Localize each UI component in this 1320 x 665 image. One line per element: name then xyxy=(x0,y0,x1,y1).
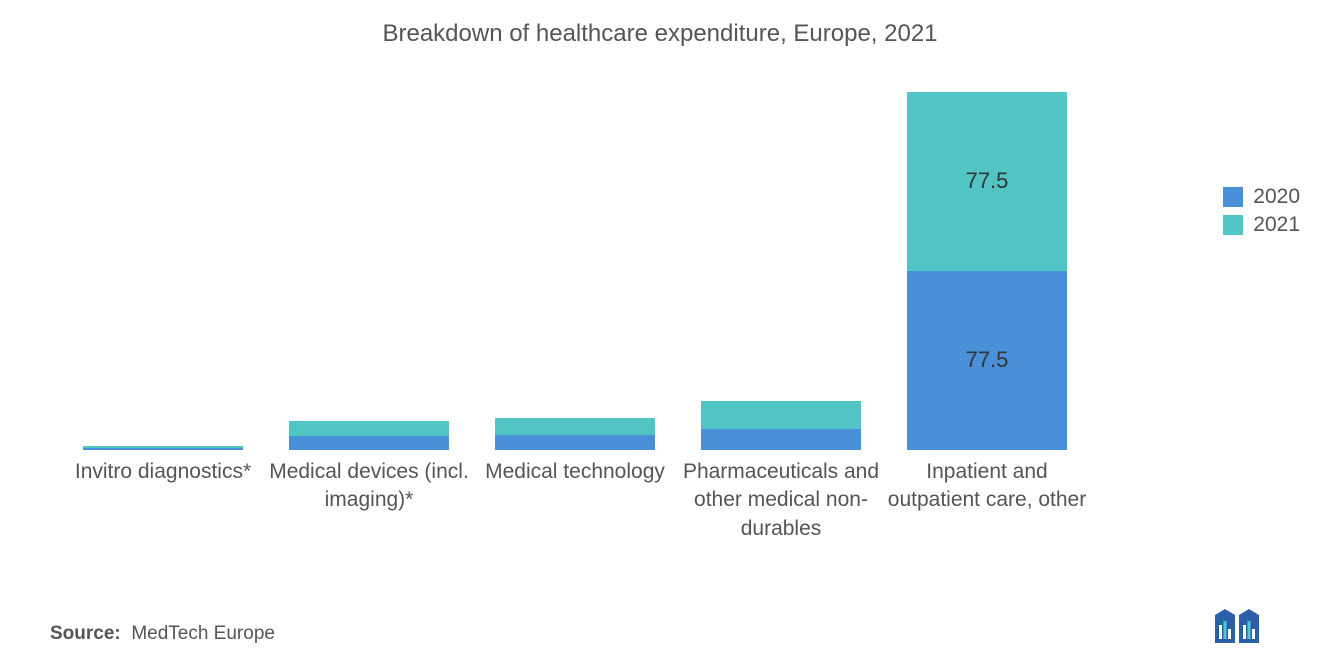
x-axis-label: Medical technology xyxy=(475,458,675,486)
chart-title: Breakdown of healthcare expenditure, Eur… xyxy=(0,20,1320,48)
bar-2021: 77.5 xyxy=(907,92,1067,271)
bar-stack: 77.577.5 xyxy=(907,92,1067,450)
x-axis-label: Invitro diagnostics* xyxy=(63,458,263,486)
bar-2021 xyxy=(701,401,861,429)
bar-2020 xyxy=(495,435,655,450)
x-axis-label: Medical devices (incl. imaging)* xyxy=(269,458,469,515)
brand-logo xyxy=(1215,609,1285,643)
legend-label: 2021 xyxy=(1253,213,1300,237)
source-text: MedTech Europe xyxy=(131,623,275,644)
bar-2021 xyxy=(495,418,655,435)
x-axis-labels: Invitro diagnostics*Medical devices (inc… xyxy=(60,458,1090,568)
bar-2020 xyxy=(289,436,449,450)
legend-label: 2020 xyxy=(1253,185,1300,209)
bar-stack xyxy=(701,401,861,450)
bar-2020 xyxy=(701,429,861,450)
legend-swatch xyxy=(1223,187,1243,207)
legend-item: 2020 xyxy=(1223,185,1300,209)
x-axis-label: Inpatient and outpatient care, other xyxy=(887,458,1087,515)
plot-area: 77.577.5 xyxy=(60,80,1090,450)
bar-stack xyxy=(495,418,655,450)
legend: 2020 2021 xyxy=(1223,185,1300,241)
x-axis xyxy=(60,450,1090,451)
legend-swatch xyxy=(1223,215,1243,235)
bar-2021 xyxy=(289,421,449,436)
chart-container: Breakdown of healthcare expenditure, Eur… xyxy=(0,0,1320,665)
legend-item: 2021 xyxy=(1223,213,1300,237)
source-credit: Source: MedTech Europe xyxy=(50,623,275,645)
bar-stack xyxy=(289,421,449,450)
source-prefix: Source: xyxy=(50,623,121,644)
x-axis-label: Pharmaceuticals and other medical non-du… xyxy=(681,458,881,543)
bar-2020: 77.5 xyxy=(907,271,1067,450)
